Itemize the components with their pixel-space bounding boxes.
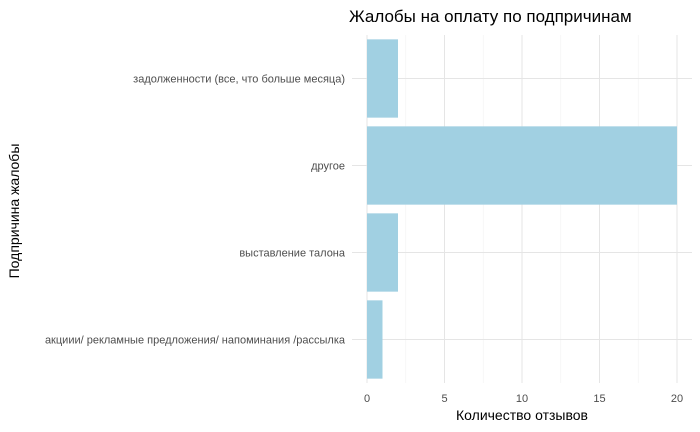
- category-label: задолженности (все, что больше месяца): [133, 74, 345, 86]
- category-label: акциии/ рекламные предложения/ напоминан…: [45, 335, 346, 347]
- bar: [367, 39, 398, 118]
- bar: [367, 213, 398, 292]
- x-tick-label: 20: [671, 393, 683, 405]
- x-axis-title: Количество отзывов: [456, 407, 588, 423]
- category-label: выставление талона: [239, 248, 346, 260]
- bar: [367, 126, 677, 205]
- y-axis-title: Подпричина жалобы: [6, 144, 22, 279]
- bar: [367, 300, 383, 379]
- x-tick-labels: 0 5 10 15 20: [364, 393, 683, 405]
- category-labels: задолженности (все, что больше месяца) др…: [45, 74, 346, 347]
- bars: [367, 39, 677, 379]
- x-tick-label: 5: [441, 393, 447, 405]
- x-tick-label: 10: [516, 393, 528, 405]
- grid: [352, 35, 692, 383]
- chart-title: Жалобы на оплату по подпричинам: [349, 7, 632, 26]
- x-tick-label: 15: [593, 393, 605, 405]
- category-label: другое: [311, 161, 345, 173]
- x-tick-label: 0: [364, 393, 370, 405]
